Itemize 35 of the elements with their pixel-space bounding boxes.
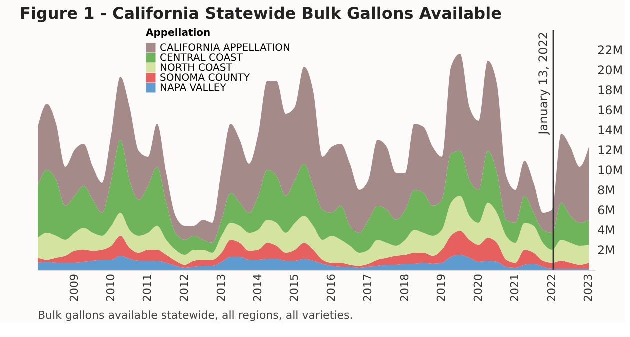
y-tick-label: 20M bbox=[598, 64, 624, 78]
x-tick-label: 2014 bbox=[251, 274, 264, 302]
legend-label: NORTH COAST bbox=[160, 63, 234, 74]
x-tick-label: 2010 bbox=[104, 274, 118, 302]
x-tick-label: 2017 bbox=[362, 274, 375, 302]
x-tick-label: 2012 bbox=[178, 274, 191, 302]
x-tick-label: 2016 bbox=[324, 274, 338, 302]
legend-label: SONOMA COUNTY bbox=[160, 73, 251, 84]
ref-line-label: January 13, 2022 bbox=[536, 32, 551, 136]
x-tick-label: 2011 bbox=[141, 274, 154, 302]
y-tick-label: 12M bbox=[598, 144, 624, 158]
legend-title: Appellation bbox=[146, 28, 211, 39]
x-tick-label: 2021 bbox=[508, 274, 522, 302]
legend-label: CALIFORNIA APPELLATION bbox=[160, 43, 290, 54]
legend-label: CENTRAL COAST bbox=[160, 53, 244, 64]
text: Bulk gallons available statewide, all regions, all varieties. bbox=[38, 309, 354, 322]
y-tick-label: 8M bbox=[598, 184, 616, 198]
x-tick-label: 2013 bbox=[214, 274, 228, 302]
x-tick-label: 2018 bbox=[398, 274, 412, 302]
chart-title: Figure 1 - California Statewide Bulk Gallons Available bbox=[20, 4, 502, 23]
y-tick-label: 22M bbox=[598, 44, 624, 58]
x-tick-label: 2020 bbox=[472, 274, 485, 302]
y-tick-label: 10M bbox=[598, 164, 624, 178]
x-tick-label: 2019 bbox=[435, 274, 448, 302]
y-tick-label: 4M bbox=[598, 224, 616, 238]
x-tick-label: 2015 bbox=[288, 274, 302, 302]
y-tick-label: 2M bbox=[598, 244, 616, 258]
legend-label: NAPA VALLEY bbox=[160, 83, 228, 94]
x-tick-label: 2023 bbox=[582, 274, 596, 302]
x-tick-label: 2009 bbox=[68, 274, 81, 302]
y-tick-label: 18M bbox=[598, 84, 624, 98]
y-tick-label: 6M bbox=[598, 204, 616, 218]
y-tick-label: 16M bbox=[598, 104, 624, 118]
y-tick-label: 14M bbox=[598, 124, 624, 138]
x-tick-label: 2022 bbox=[545, 274, 558, 302]
